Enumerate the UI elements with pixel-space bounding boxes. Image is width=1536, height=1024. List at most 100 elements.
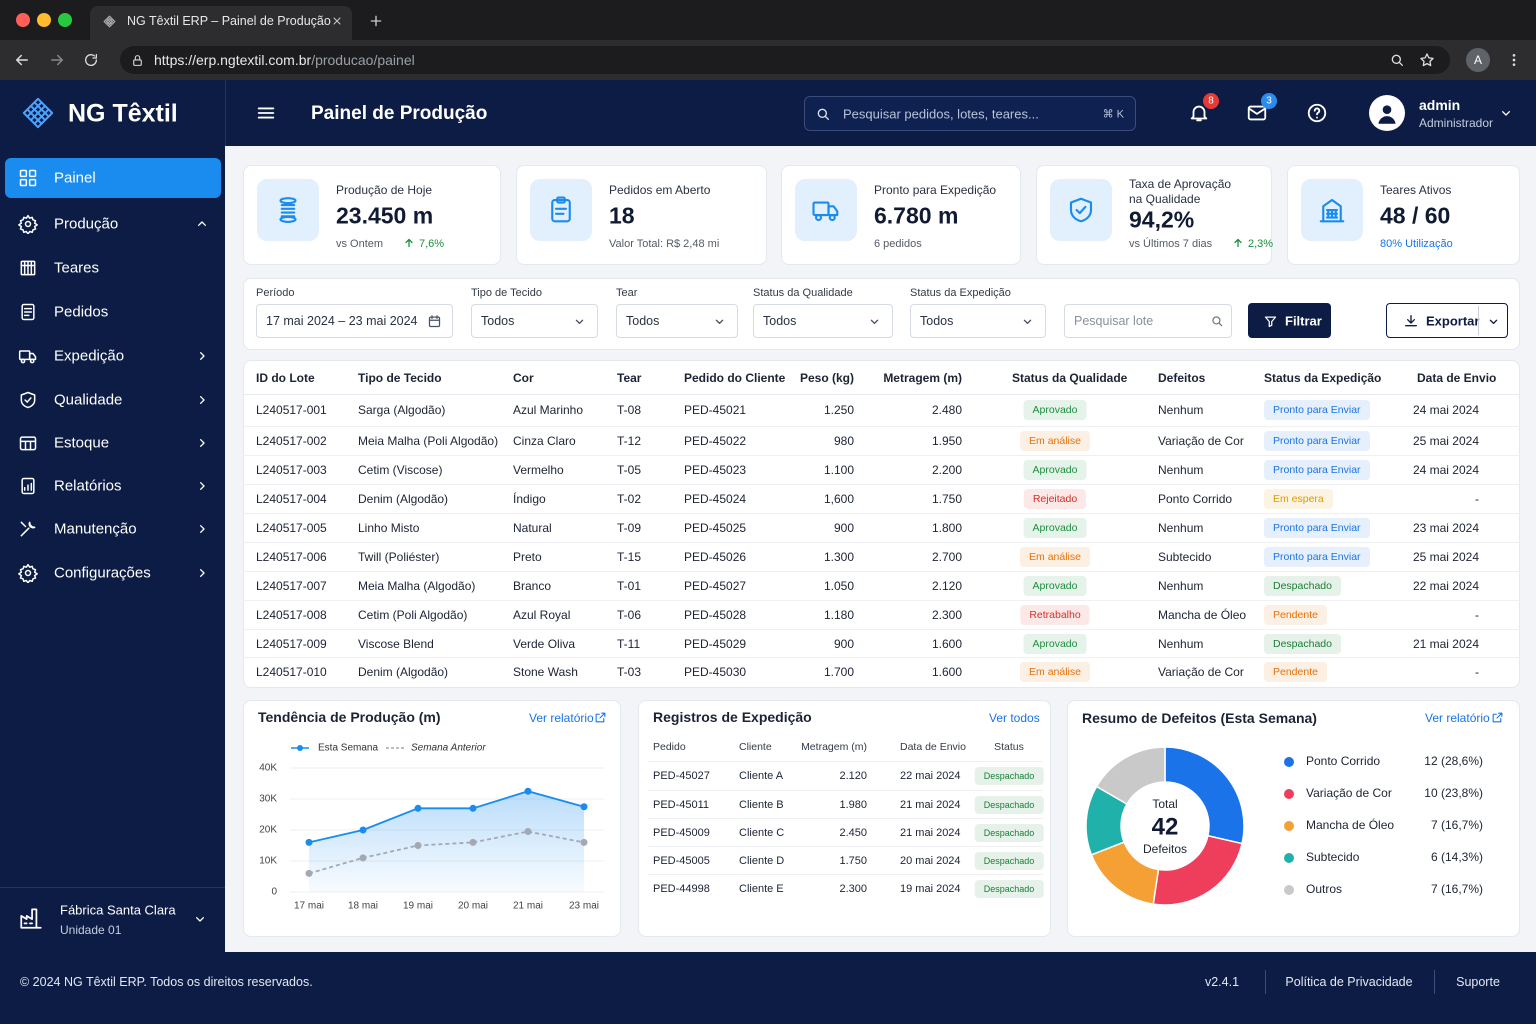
filter-value: Todos [920,314,954,328]
x-tick-label: 17 mai [294,901,324,912]
calendar-icon [428,314,440,327]
window-minimize[interactable] [37,13,51,27]
x-tick-label: 19 mai [403,901,433,912]
notifications-button[interactable] [1188,102,1210,124]
kpi-icon [279,197,297,223]
legend-label: Outros [1306,882,1342,896]
factory-switch[interactable] [192,911,208,927]
table-cell: T-08 [617,403,642,417]
back-button[interactable] [13,51,31,69]
table-cell: Cinza Claro [513,434,576,448]
panel-link[interactable]: Ver relatório [529,711,594,725]
filter-value: 17 mai 2024 – 23 mai 2024 [266,314,418,328]
icon-part [428,316,440,327]
nav-chevron[interactable] [194,521,210,537]
factory-name[interactable]: Fábrica Santa Clara [60,902,176,918]
message-badge [1261,93,1277,109]
legend-dot [1284,853,1294,863]
table-cell: T-11 [617,637,641,651]
table-cell: 2.120 [931,579,962,593]
x-tick-label: 21 mai [513,901,543,912]
status-badge: Despachado [974,880,1044,898]
profile-initial: A [1473,53,1483,67]
lot-search[interactable] [1064,304,1232,338]
forward-button[interactable] [48,51,66,69]
nav-chevron[interactable] [194,348,210,364]
kpi-note: 6 pedidos [874,238,922,250]
table-cell: Stone Wash [513,665,578,679]
menu-toggle[interactable] [255,102,277,124]
tab-title: NG Têxtil ERP – Painel de Produção [127,14,331,28]
bookmark-icon[interactable] [1419,52,1435,68]
table-cell: 22 mai 2024 [900,770,961,782]
status-badge: Aprovado [1023,634,1087,654]
support-link[interactable]: Suporte [1456,975,1500,989]
export-button[interactable] [1386,303,1508,338]
search-placeholder: Pesquisar pedidos, lotes, teares... [843,106,1039,122]
row-divider [648,818,1043,819]
messages-button[interactable] [1246,102,1268,124]
tab[interactable] [90,6,352,40]
export-menu[interactable] [1486,314,1501,329]
series-line [308,790,585,844]
nav-chevron[interactable] [194,435,210,451]
nav-chevron[interactable] [194,216,210,232]
row-divider [243,657,1520,658]
nav-chevron[interactable] [194,478,210,494]
help-button[interactable] [1306,102,1328,124]
table-cell: 19 mai 2024 [900,883,961,895]
icon-part [28,178,37,187]
kpi-note: vs Últimos 7 dias [1129,238,1213,250]
legend-dot [297,745,303,751]
icon-part [24,569,32,577]
user-menu[interactable] [1498,105,1514,121]
new-tab[interactable] [368,13,384,29]
nav-chevron[interactable] [194,565,210,581]
profile-button[interactable] [1466,48,1490,72]
browser-menu[interactable] [1506,52,1522,68]
tab-close[interactable] [331,15,343,27]
sidebar [0,146,225,952]
icon-part [20,908,42,929]
url: https://erp.ngtextil.com.br/producao/pai… [154,52,415,68]
icon-part [28,169,37,178]
search-box[interactable] [804,96,1136,131]
filter-select[interactable] [471,304,598,338]
icon-part [132,58,142,66]
filter-select[interactable] [910,304,1046,338]
filter-select[interactable] [256,304,453,338]
icon-part [554,207,568,215]
address-bar[interactable] [120,46,1450,74]
status-badge: Pronto para Enviar [1264,518,1370,538]
zoom-icon[interactable] [1389,52,1405,68]
column-header: Pedido [653,741,686,753]
nav-chevron[interactable] [194,392,210,408]
icon-part [1420,53,1434,67]
nav-item-active[interactable] [5,158,221,198]
icon-part [1489,319,1497,324]
nav-label: Qualidade [54,391,123,409]
privacy-link[interactable]: Política de Privacidade [1285,975,1413,989]
window-maximize[interactable] [58,13,72,27]
nav-label: Produção [54,215,119,233]
nav-label: Pedidos [54,303,109,321]
series-line [308,830,585,875]
select-chevron [575,319,583,324]
reload-button[interactable] [83,52,99,68]
status-badge: Despachado [1264,576,1341,596]
donut-center-label: Total [1152,797,1177,811]
icon-part [827,205,839,217]
icon-part [200,439,205,447]
user-name[interactable]: admin [1419,97,1461,113]
nav-icon [19,169,37,187]
filter-button[interactable] [1248,303,1331,338]
panel-link[interactable]: Ver todos [989,711,1040,725]
table-cell: Cliente A [739,770,784,782]
donut-center-unit: Defeitos [1143,842,1187,856]
table-cell: 980 [833,434,854,448]
filter-select[interactable] [753,304,893,338]
icon-part [280,203,296,218]
table-cell: T-05 [617,463,642,477]
window-close[interactable] [16,13,30,27]
panel-link[interactable]: Ver relatório [1425,711,1490,725]
